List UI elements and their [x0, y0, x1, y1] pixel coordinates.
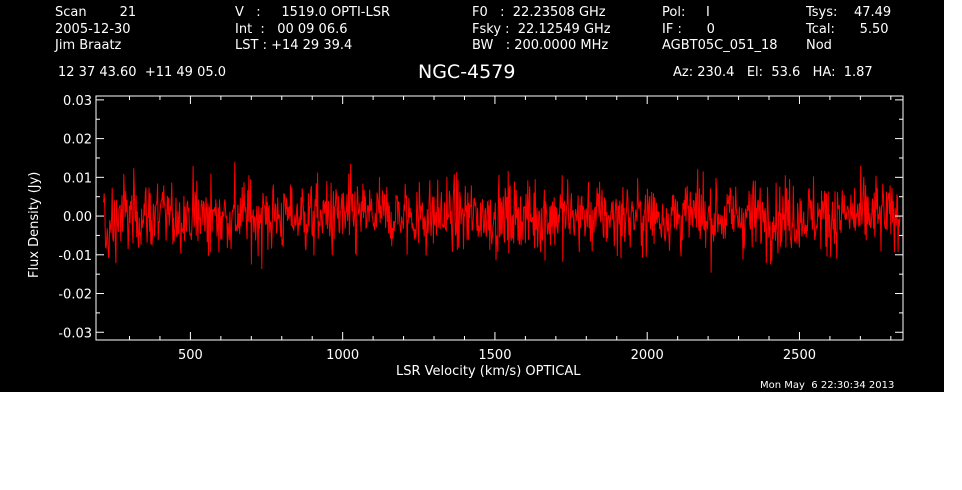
chart-title: NGC-4579	[418, 61, 516, 83]
trace-layer	[103, 161, 901, 273]
tsys-value: Tsys: 47.49	[806, 5, 892, 20]
spectrum-plot: 500 1000 1500 2000 2500 -0.03 -0.02 -0.01 0.00 0.…	[58, 94, 904, 363]
y-tick-label: -0.03	[58, 326, 92, 341]
y-tick-label: 0.01	[63, 171, 92, 186]
lst-info: LST : +14 29 39.4	[235, 38, 353, 53]
plot-frame	[95, 95, 904, 341]
axes-layer: 500 1000 1500 2000 2500 -0.03 -0.02 -0.01 0.00 0.…	[58, 94, 904, 363]
y-tick-label: -0.02	[58, 288, 92, 303]
y-tick-label: 0.02	[63, 133, 92, 148]
y-tick-label: -0.01	[58, 249, 92, 264]
x-tick-label: 2500	[783, 348, 816, 363]
x-tick-label: 1000	[326, 348, 359, 363]
x-axis-label: LSR Velocity (km/s) OPTICAL	[396, 364, 581, 379]
spectrum-trace	[103, 161, 901, 273]
scan-number: Scan 21	[55, 5, 137, 20]
x-tick-label: 1500	[478, 348, 511, 363]
y-tick-label: 0.00	[63, 210, 92, 225]
pointing-info: Az: 230.4 El: 53.6 HA: 1.87	[673, 65, 873, 80]
y-axis-label: Flux Density (Jy)	[27, 171, 42, 278]
x-tick-label: 500	[178, 348, 203, 363]
x-tick-label: 2000	[631, 348, 664, 363]
y-tick-label: 0.03	[63, 94, 92, 109]
rest-frequency: F0 : 22.23508 GHz	[472, 5, 606, 20]
if-number: IF : 0	[662, 22, 715, 37]
bandwidth: BW : 200.0000 MHz	[472, 38, 609, 53]
footer-date: Mon May 6 22:30:34 2013	[760, 380, 895, 391]
sky-frequency: Fsky : 22.12549 GHz	[472, 22, 611, 37]
velocity-info: V : 1519.0 OPTI-LSR	[235, 5, 391, 20]
polarization: Pol: I	[662, 5, 710, 20]
spectrum-panel: Scan 21 2005-12-30 Jim Braatz 12 37 43.6…	[0, 0, 944, 392]
observing-mode: Nod	[806, 38, 832, 53]
source-coordinates: 12 37 43.60 +11 49 05.0	[58, 65, 227, 80]
integration-time: Int : 00 09 06.6	[235, 22, 348, 37]
project-id: AGBT05C_051_18	[662, 38, 778, 53]
tcal-value: Tcal: 5.50	[806, 22, 889, 37]
observer-name: Jim Braatz	[55, 38, 122, 53]
observation-date: 2005-12-30	[55, 22, 131, 37]
